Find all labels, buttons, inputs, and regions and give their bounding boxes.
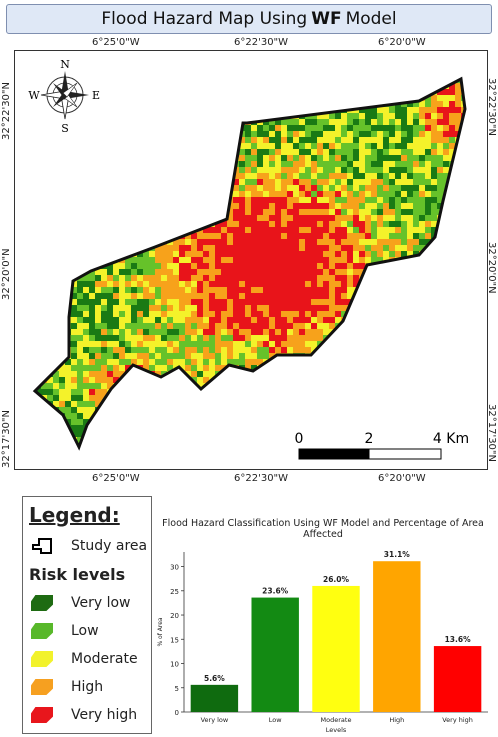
bar-very-high	[433, 646, 482, 712]
compass-e: E	[92, 89, 100, 102]
lat-label-left-2: 32°20'0"N	[1, 248, 12, 300]
scale-bar: 0 2 4 Km	[295, 431, 469, 460]
bar-chart: Flood Hazard Classification Using WF Mod…	[150, 518, 496, 737]
bar-value-label: 13.6%	[445, 635, 472, 644]
study-area-label: Study area	[71, 538, 148, 554]
legend-item-very-high: Very high	[31, 707, 137, 723]
map-canvas: N S W E 0 2 4 Km	[28, 58, 469, 460]
high-swatch	[31, 679, 53, 695]
x-tick-label: Very low	[201, 716, 229, 724]
legend-item-low: Low	[31, 623, 99, 639]
high-label: High	[71, 679, 104, 695]
lat-label-left-3: 32°17'30"N	[1, 409, 12, 468]
very-low-label: Very low	[71, 595, 131, 611]
y-axis-label: % of Area	[157, 617, 164, 646]
very-low-swatch	[31, 595, 53, 611]
compass-s: S	[61, 122, 69, 135]
map-title: Flood Hazard Map Using WF Model	[6, 4, 492, 34]
legend-title: Legend:	[29, 503, 120, 527]
compass-n: N	[60, 58, 70, 71]
low-swatch	[31, 623, 53, 639]
bar-very-low	[190, 684, 239, 712]
title-bold: WF	[311, 9, 342, 29]
chart-title: Flood Hazard Classification Using WF Mod…	[162, 518, 484, 540]
bar-value-label: 5.6%	[204, 674, 225, 683]
bar-moderate	[312, 585, 360, 712]
scale-tick-4: 4 Km	[433, 431, 469, 447]
bar-value-label: 31.1%	[384, 550, 411, 559]
title-suffix: Model	[345, 9, 397, 29]
bar-low	[251, 597, 299, 712]
bar-value-label: 23.6%	[262, 587, 289, 596]
moderate-swatch	[31, 651, 53, 667]
x-axis-label: Levels	[326, 726, 347, 734]
legend-item-moderate: Moderate	[31, 651, 138, 667]
risk-levels-title: Risk levels	[29, 565, 126, 584]
x-tick-label: Low	[269, 716, 282, 724]
y-tick-label: 0	[175, 709, 179, 717]
y-tick-label: 5	[175, 685, 179, 693]
very-high-label: Very high	[71, 707, 138, 723]
lon-label-bottom-2: 6°22'30"W	[234, 473, 289, 484]
y-tick-label: 25	[170, 588, 179, 596]
legend-item-very-low: Very low	[31, 595, 131, 611]
title-prefix: Flood Hazard Map Using	[101, 9, 308, 29]
moderate-label: Moderate	[71, 651, 138, 667]
x-tick-label: Very high	[442, 716, 473, 724]
scale-tick-2: 2	[365, 431, 374, 447]
x-tick-label: Moderate	[321, 716, 352, 724]
study-area-boundary	[32, 76, 467, 451]
chart-svg: 0 5 10 15 20 25 30 % of Area 5.6% Very low 23.6% Lo…	[157, 550, 488, 734]
legend: Legend: Study area Risk levels Very low …	[22, 496, 152, 734]
y-tick-label: 20	[170, 612, 179, 620]
map-frame: N S W E 0 2 4 Km	[14, 50, 488, 470]
y-tick-label: 30	[170, 564, 179, 572]
lon-label-bottom-3: 6°20'0"W	[378, 473, 426, 484]
lon-label-top-2: 6°22'30"W	[234, 37, 289, 48]
legend-item-high: High	[31, 679, 103, 695]
lat-label-left-1: 32°22'30"N	[1, 81, 12, 140]
compass-icon: N S W E	[28, 58, 100, 135]
compass-w: W	[28, 89, 40, 102]
very-high-swatch	[31, 707, 53, 723]
y-tick-label: 15	[170, 636, 179, 644]
low-label: Low	[71, 623, 99, 639]
scale-tick-0: 0	[295, 431, 304, 447]
bar-high	[373, 561, 421, 712]
lon-label-top-1: 6°25'0"W	[92, 37, 140, 48]
hazard-raster	[35, 79, 465, 447]
legend-study-area: Study area	[31, 537, 147, 555]
bar-value-label: 26.0%	[323, 575, 350, 584]
lon-label-top-3: 6°20'0"W	[378, 37, 426, 48]
lon-label-bottom-1: 6°25'0"W	[92, 473, 140, 484]
x-tick-label: High	[389, 716, 404, 724]
study-area-icon	[32, 538, 52, 554]
y-tick-label: 10	[170, 661, 179, 669]
